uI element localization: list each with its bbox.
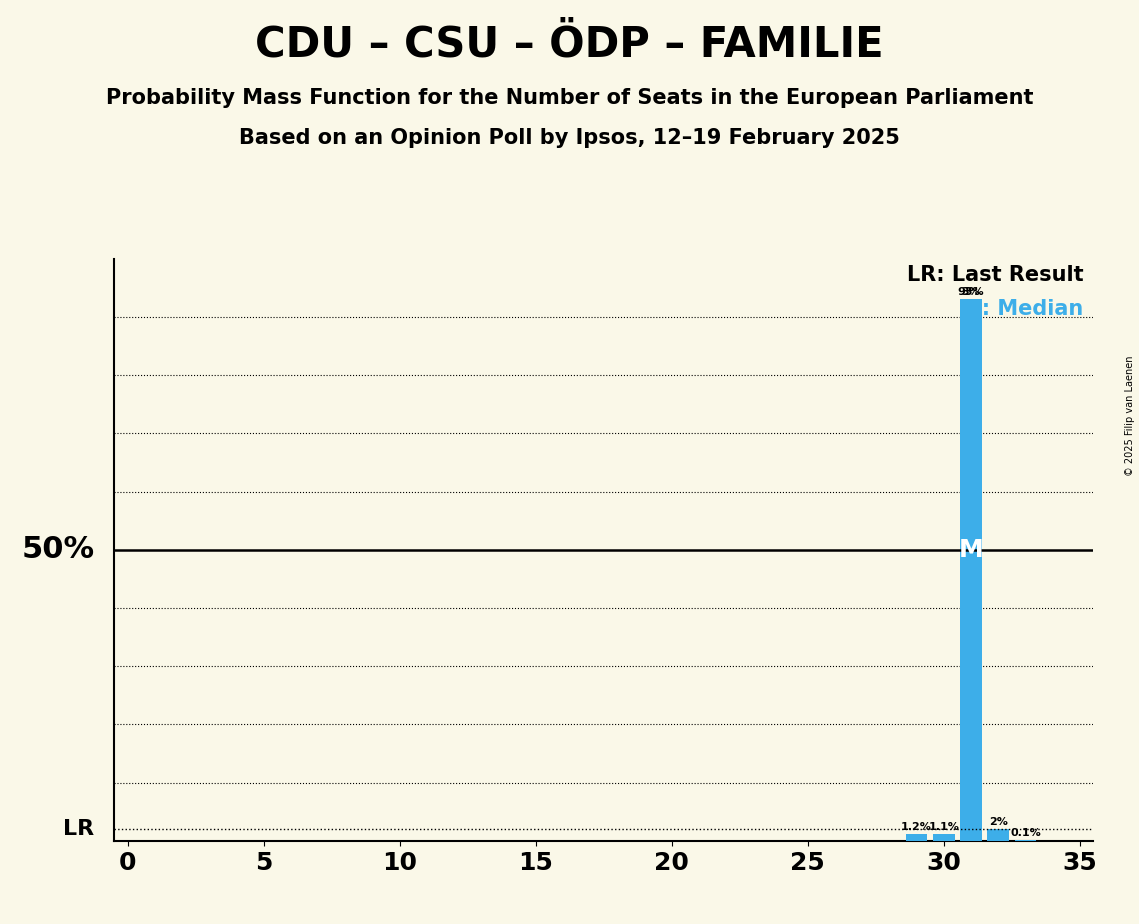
Text: 2%: 2% bbox=[989, 817, 1008, 827]
Text: LR: Last Result: LR: Last Result bbox=[907, 264, 1083, 285]
Text: 0.1%: 0.1% bbox=[1010, 828, 1041, 838]
Bar bbox=[906, 833, 927, 841]
Text: M: M bbox=[959, 538, 983, 562]
Text: 93%: 93% bbox=[958, 287, 984, 298]
Bar bbox=[960, 299, 982, 841]
Text: 50%: 50% bbox=[22, 535, 95, 565]
Text: 1.2%: 1.2% bbox=[901, 821, 932, 832]
Text: CDU – CSU – ÖDP – FAMILIE: CDU – CSU – ÖDP – FAMILIE bbox=[255, 23, 884, 65]
Text: 1.1%: 1.1% bbox=[928, 822, 959, 833]
Text: © 2025 Filip van Laenen: © 2025 Filip van Laenen bbox=[1125, 356, 1134, 476]
Text: Based on an Opinion Poll by Ipsos, 12–19 February 2025: Based on an Opinion Poll by Ipsos, 12–19… bbox=[239, 128, 900, 148]
Text: LR: LR bbox=[63, 820, 95, 839]
Text: Probability Mass Function for the Number of Seats in the European Parliament: Probability Mass Function for the Number… bbox=[106, 88, 1033, 108]
Bar bbox=[988, 829, 1009, 841]
Text: 3%: 3% bbox=[961, 287, 981, 298]
Text: M: Median: M: Median bbox=[961, 299, 1083, 320]
Bar bbox=[933, 834, 954, 841]
